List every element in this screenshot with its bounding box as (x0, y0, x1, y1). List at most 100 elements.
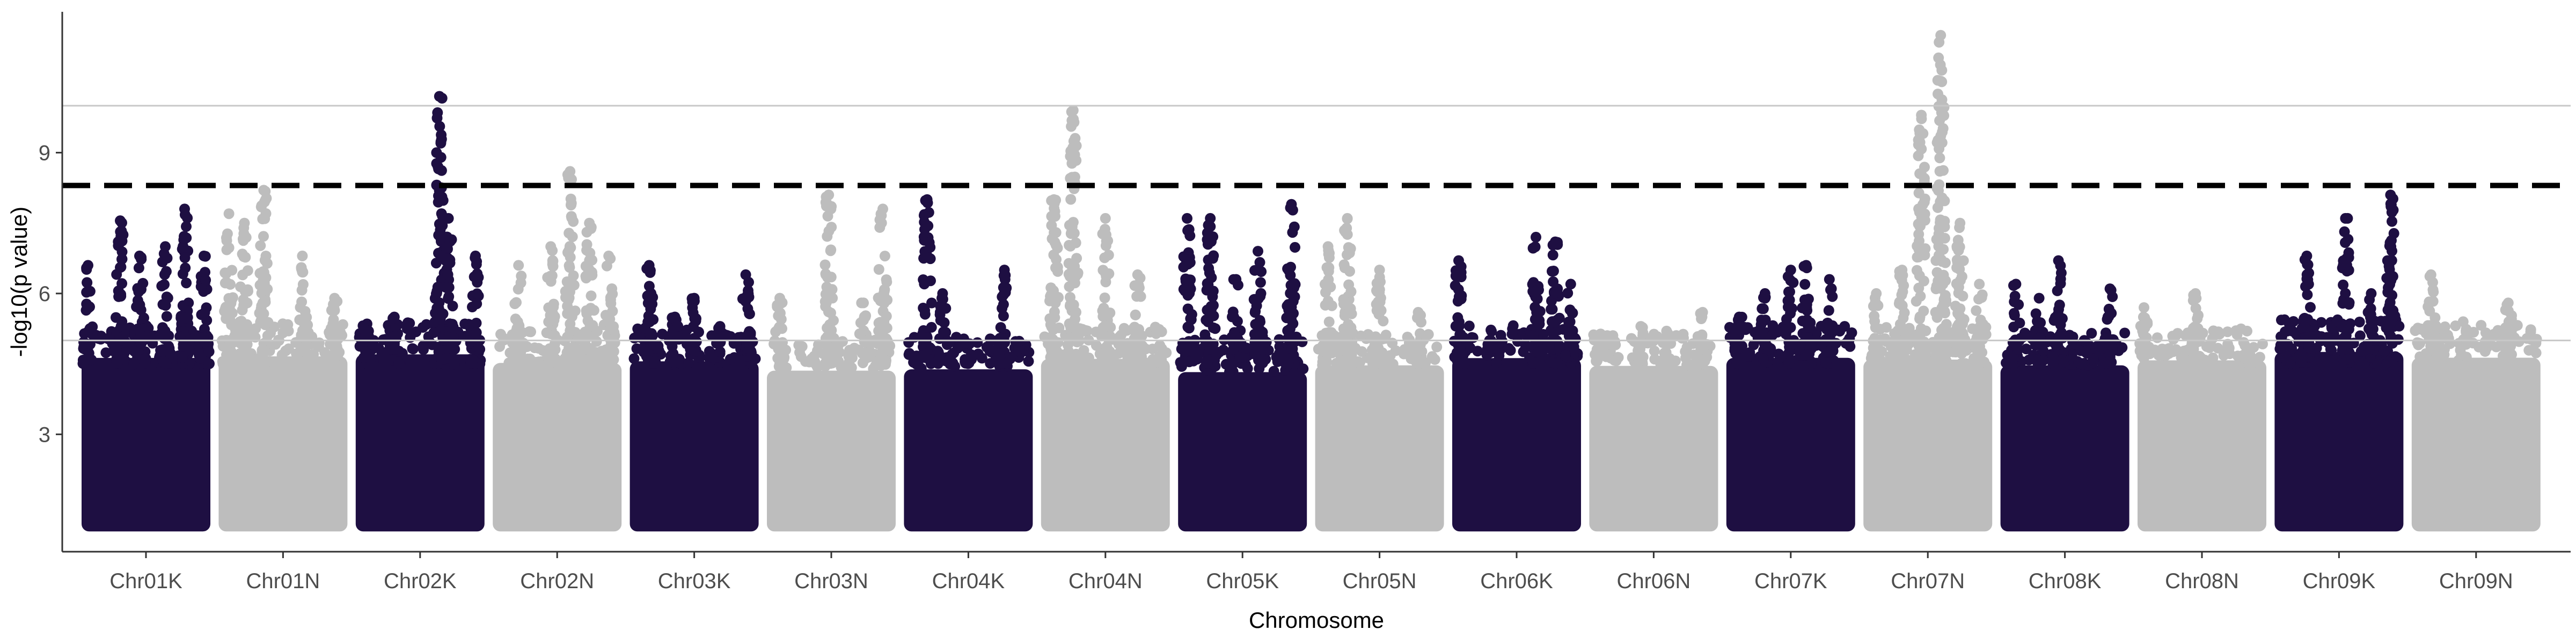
snp-point (1785, 308, 1796, 319)
peak-snp-point (1253, 246, 1263, 257)
snp-point (1953, 245, 1964, 256)
snp-point (1377, 347, 1388, 358)
snp-point (1547, 250, 1558, 261)
snp-point (1202, 239, 1213, 250)
snp-point (1415, 328, 1425, 339)
snp-point (2456, 350, 2467, 361)
snp-point (2513, 336, 2524, 347)
snp-point (431, 286, 443, 297)
snp-point (1939, 195, 1950, 207)
peak-snp-point (2190, 288, 2201, 299)
snp-point (2142, 318, 2153, 330)
chromosome-Chr03K (628, 260, 761, 532)
snp-point (548, 302, 559, 312)
snp-point (222, 228, 233, 239)
peak-snp-point (470, 250, 481, 261)
snp-point (564, 228, 575, 239)
snp-point (262, 317, 274, 328)
snp-point (568, 270, 579, 281)
snp-point (237, 324, 248, 335)
snp-point (2105, 349, 2116, 360)
snp-point (2428, 287, 2439, 298)
peak-snp-point (2282, 325, 2293, 336)
snp-point (204, 358, 215, 369)
snp-point (2279, 314, 2290, 325)
snp-point (2384, 300, 2395, 311)
snp-point (116, 278, 128, 289)
snp-point (1933, 135, 1944, 146)
peak-snp-point (2104, 283, 2116, 295)
snp-point (337, 319, 348, 330)
snp-point (2299, 313, 2310, 324)
peak-snp-point (565, 166, 576, 177)
snp-point (587, 351, 598, 362)
snp-point (474, 343, 486, 355)
peak-snp-point (669, 311, 680, 323)
snp-point (800, 356, 811, 367)
snp-point (1638, 338, 1650, 349)
snp-point (2222, 342, 2234, 354)
snp-point (200, 267, 210, 278)
peak-snp-point (1182, 213, 1192, 224)
snp-point (1922, 358, 1933, 369)
snp-point (239, 286, 251, 297)
snp-point (433, 196, 444, 208)
chromosome-Chr04N (1039, 105, 1172, 532)
snp-point (1234, 352, 1246, 363)
peak-snp-point (1801, 260, 1812, 271)
peak-snp-point (2340, 213, 2351, 224)
snp-point (116, 253, 128, 265)
snp-point (2479, 346, 2491, 357)
snp-point (1450, 280, 1461, 291)
snp-point (111, 345, 122, 356)
snp-point (199, 307, 210, 318)
chromosome-body (904, 369, 1033, 532)
snp-point (494, 341, 506, 352)
snp-point (1873, 355, 1884, 367)
snp-point (1931, 312, 1943, 323)
snp-point (1767, 320, 1779, 331)
snp-point (1255, 277, 1266, 288)
snp-point (1952, 308, 1963, 319)
snp-point (1820, 357, 1832, 369)
snp-point (1913, 134, 1924, 145)
snp-point (467, 355, 478, 366)
snp-point (1068, 331, 1079, 342)
peak-snp-point (1286, 199, 1297, 210)
snp-point (2054, 299, 2065, 311)
snp-point (1758, 353, 1769, 364)
snp-point (714, 346, 726, 357)
snp-point (495, 328, 506, 340)
chromosome-Chr05K (1175, 199, 1309, 532)
snp-point (2505, 340, 2516, 352)
snp-point (401, 323, 413, 334)
snp-point (2047, 358, 2059, 369)
snp-point (2476, 320, 2487, 331)
snp-point (2168, 346, 2179, 357)
snp-point (1337, 342, 1349, 354)
snp-point (2354, 330, 2366, 341)
snp-point (255, 240, 266, 251)
snp-point (1562, 288, 1574, 299)
snp-point (1933, 52, 1944, 63)
snp-point (2053, 309, 2063, 320)
snp-point (516, 270, 527, 282)
snp-point (2055, 278, 2066, 289)
snp-point (903, 349, 914, 360)
snp-point (1914, 331, 1926, 342)
snp-point (1757, 303, 1768, 314)
snp-point (301, 347, 312, 358)
snp-point (2413, 339, 2424, 350)
peak-snp-point (1322, 241, 1334, 252)
snp-point (2279, 352, 2290, 363)
snp-point (2035, 332, 2046, 343)
snp-point (1868, 301, 1879, 312)
peak-snp-point (1067, 105, 1079, 116)
snp-point (1919, 162, 1930, 173)
snp-point (2080, 346, 2091, 357)
snp-point (1044, 295, 1055, 306)
peak-snp-point (2033, 292, 2045, 304)
snp-point (1339, 310, 1350, 321)
snp-point (1840, 338, 1851, 349)
snp-point (2379, 346, 2390, 357)
